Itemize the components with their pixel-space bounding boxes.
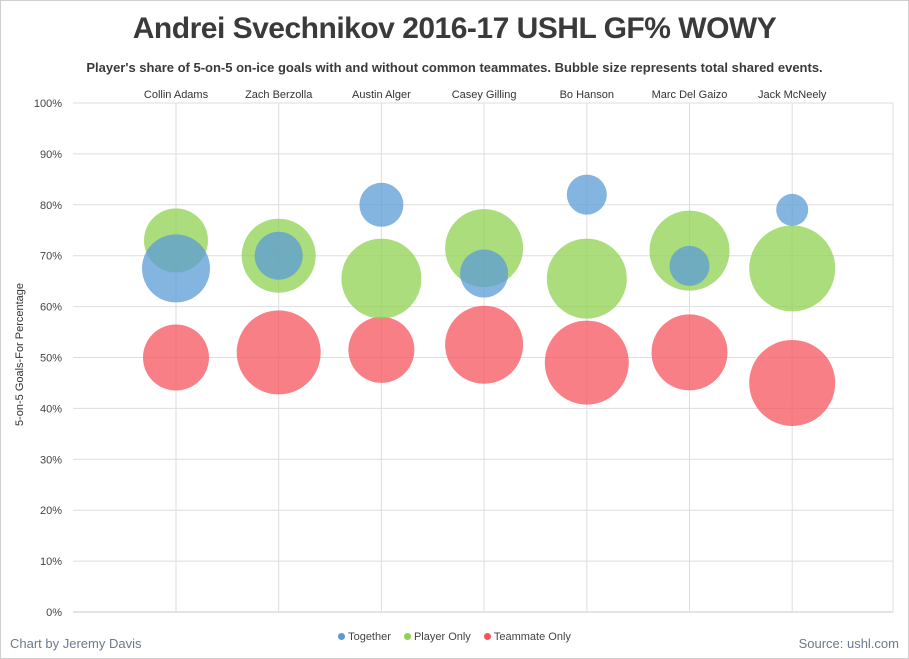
bubble-together: [359, 182, 404, 227]
bubble-teammate-only: [544, 320, 629, 405]
category-label: Bo Hanson: [560, 89, 614, 101]
chart-credit: Chart by Jeremy Davis: [10, 636, 142, 651]
bubble-together: [460, 249, 509, 298]
bubble-teammate-only: [749, 339, 836, 426]
y-tick-label: 60%: [40, 302, 62, 314]
chart-source: Source: ushl.com: [798, 636, 899, 651]
y-tick-label: 80%: [40, 200, 62, 212]
y-tick-label: 100%: [34, 98, 62, 110]
bubble-teammate-only: [348, 316, 415, 383]
legend-item-teammate-only[interactable]: Teammate Only: [483, 631, 571, 643]
category-label: Zach Berzolla: [245, 89, 313, 101]
bubble-together: [669, 245, 710, 286]
legend-label-teammate-only: Teammate Only: [493, 631, 571, 643]
legend-marker-teammate-only: [483, 633, 491, 640]
legend-item-together[interactable]: Together: [338, 631, 391, 643]
bubble-together: [254, 231, 303, 280]
bubble-player-only: [341, 238, 422, 319]
bubble-teammate-only: [143, 324, 209, 391]
y-tick-label: 70%: [40, 251, 62, 263]
bubble-player-only: [749, 225, 836, 312]
chart-subtitle: Player's share of 5-on-5 on-ice goals wi…: [86, 60, 823, 75]
category-label: Austin Alger: [352, 89, 411, 101]
legend-marker-together: [338, 633, 346, 640]
bubble-player-only: [546, 238, 627, 319]
bubble-together: [566, 174, 607, 215]
chart-legend: Together Player Only Teammate Only: [0, 631, 909, 643]
bubble-teammate-only: [236, 310, 321, 395]
chart-title: Andrei Svechnikov 2016-17 USHL GF% WOWY: [132, 12, 777, 45]
legend-item-player-only[interactable]: Player Only: [403, 631, 471, 643]
y-tick-label: 0%: [46, 607, 62, 619]
legend-marker-player-only: [403, 633, 411, 640]
legend-label-player-only: Player Only: [413, 631, 471, 643]
y-tick-label: 50%: [40, 353, 62, 365]
bubble-together: [776, 193, 809, 226]
y-tick-label: 10%: [40, 556, 62, 568]
category-label: Marc Del Gaizo: [652, 89, 728, 101]
y-tick-label: 90%: [40, 149, 62, 161]
bubble-teammate-only: [445, 305, 524, 384]
category-label: Collin Adams: [144, 89, 209, 101]
legend-label-together: Together: [348, 631, 391, 643]
category-label: Casey Gilling: [452, 89, 517, 101]
y-tick-label: 30%: [40, 454, 62, 466]
category-label: Jack McNeely: [758, 89, 827, 101]
y-tick-label: 20%: [40, 505, 62, 517]
y-tick-label: 40%: [40, 403, 62, 415]
y-axis-label: 5-on-5 Goals-For Percentage: [14, 283, 26, 426]
bubble-teammate-only: [651, 314, 728, 391]
bubble-together: [142, 234, 210, 303]
